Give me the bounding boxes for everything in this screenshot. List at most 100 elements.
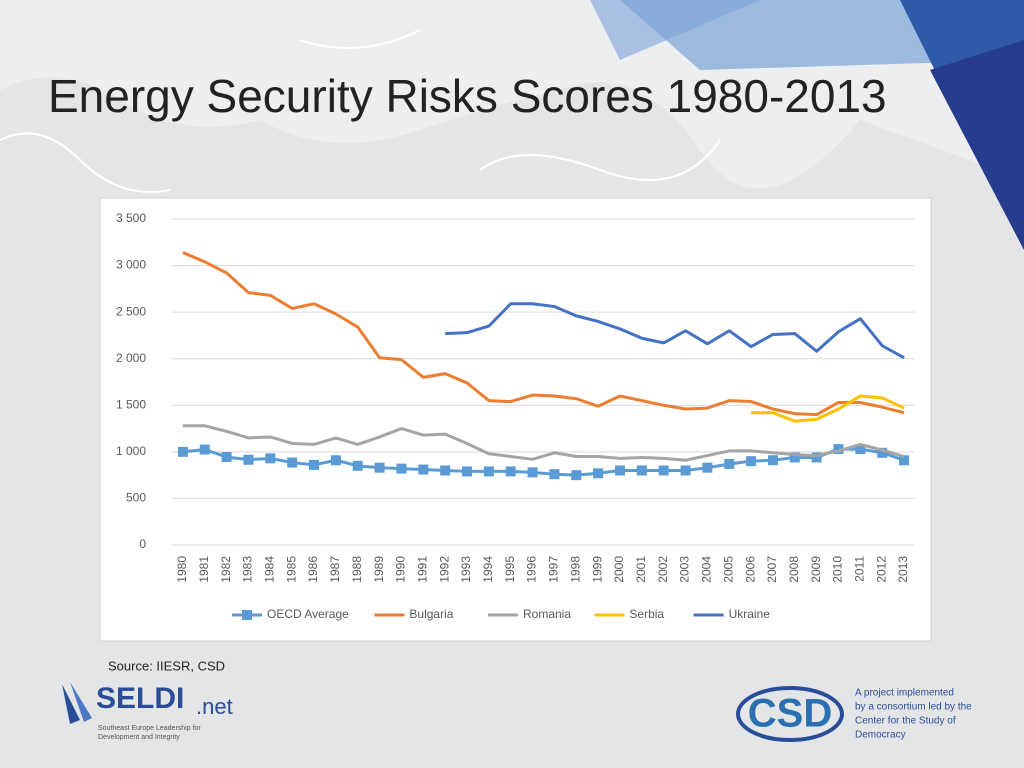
x-tick-label: 1998 [568, 556, 582, 583]
series-line [182, 251, 905, 417]
marker [855, 444, 866, 455]
x-tick-label: 2008 [787, 556, 801, 583]
x-tick-label: 2000 [612, 556, 626, 583]
logo-shape [70, 682, 92, 722]
y-tick-label: 3 500 [116, 211, 146, 225]
marker [571, 470, 582, 481]
x-tick-label: 2012 [874, 556, 888, 583]
marker [789, 452, 800, 463]
legend-label: Serbia [629, 607, 664, 621]
legend-label: Romania [523, 607, 571, 621]
x-tick-label: 1981 [197, 556, 211, 583]
logo-ring [736, 686, 844, 742]
x-tick-label: 2010 [831, 556, 845, 583]
x-tick-label: 1984 [263, 556, 277, 583]
y-tick-label: 0 [139, 537, 146, 551]
logo-name: SELDI [96, 682, 184, 715]
marker [614, 465, 625, 476]
logo-shape [62, 684, 80, 724]
marker [636, 465, 647, 476]
x-tick-label: 1982 [219, 556, 233, 583]
x-tick-label: 1993 [459, 556, 473, 583]
x-tick-label: 2009 [809, 556, 823, 583]
x-tick-label: 1987 [328, 556, 342, 583]
x-tick-label: 1994 [481, 556, 495, 583]
series-line [182, 424, 905, 462]
marker [374, 462, 385, 473]
marker [724, 458, 735, 469]
seldi-logo: SELDI .net Southeast Europe Leadership f… [62, 682, 233, 741]
marker [330, 455, 341, 466]
marker [243, 454, 254, 465]
x-tick-label: 1985 [284, 556, 298, 583]
marker [527, 467, 538, 478]
legend-marker [242, 610, 252, 620]
marker [177, 446, 188, 457]
x-tick-label: 2007 [765, 556, 779, 583]
x-tick-label: 1991 [415, 556, 429, 583]
legend-label: OECD Average [267, 607, 349, 621]
logo-text: by a consortium led by the [855, 702, 972, 713]
x-tick-label: 2011 [853, 556, 867, 582]
marker [877, 447, 888, 458]
marker [483, 466, 494, 477]
marker [680, 465, 691, 476]
marker [352, 460, 363, 471]
x-tick-label: 1995 [503, 556, 517, 583]
y-tick-label: 3 000 [116, 258, 146, 272]
marker [658, 465, 669, 476]
series-line [445, 302, 905, 360]
marker [462, 466, 473, 477]
marker [505, 466, 516, 477]
logo-suffix: .net [196, 694, 233, 719]
x-tick-label: 2005 [721, 556, 735, 583]
marker [199, 444, 210, 455]
x-tick-label: 2003 [678, 556, 692, 583]
y-tick-label: 2 000 [116, 351, 146, 365]
source: Source: IIESR, CSD [108, 658, 225, 673]
deco-triangle [930, 40, 1024, 250]
logo-tagline: Southeast Europe Leadership for [98, 725, 201, 732]
y-tick-label: 1 500 [116, 397, 146, 411]
x-tick-label: 2004 [700, 556, 714, 583]
marker [899, 455, 910, 466]
marker [811, 452, 822, 463]
x-tick-label: 1986 [306, 556, 320, 583]
x-tick-label: 2001 [634, 556, 648, 583]
series-line [182, 447, 905, 477]
plot: 0 500 1 000 1 500 2 000 2 500 3 000 3 500 1980 19… [116, 211, 915, 621]
legend-label: Ukraine [729, 607, 771, 621]
x-tick-label: 2002 [656, 556, 670, 583]
slide-title: Energy Security Risks Scores 1980-2013 [48, 70, 887, 122]
x-tick-label: 1999 [590, 556, 604, 583]
marker [767, 455, 778, 466]
x-tick-label: 1983 [241, 556, 255, 583]
marker [833, 444, 844, 455]
logo-name: CSD [748, 692, 832, 736]
marker [309, 459, 320, 470]
marker [287, 457, 298, 468]
marker [418, 464, 429, 475]
x-tick-label: 1996 [525, 556, 539, 583]
marker [549, 469, 560, 480]
x-tick-label: 1997 [547, 556, 561, 583]
logo-text: Center for the Study of [855, 716, 956, 727]
marker [265, 453, 276, 464]
x-tick-label: 1990 [394, 556, 408, 583]
marker [746, 456, 757, 467]
x-tick-label: 1992 [437, 556, 451, 583]
x-tick-label: 1988 [350, 556, 364, 583]
x-tick-label: 1989 [372, 556, 386, 583]
legend-label: Bulgaria [409, 607, 453, 621]
y-tick-label: 1 000 [116, 444, 146, 458]
x-tick-label: 1980 [175, 556, 189, 583]
marker [396, 463, 407, 474]
y-tick-label: 500 [126, 491, 146, 505]
logo-text: Democracy [855, 730, 906, 741]
x-tick-label: 2013 [896, 556, 910, 583]
logo-tagline: Development and Integrity [98, 734, 180, 741]
series-line [751, 394, 905, 423]
logo-text: A project implemented [855, 688, 954, 699]
